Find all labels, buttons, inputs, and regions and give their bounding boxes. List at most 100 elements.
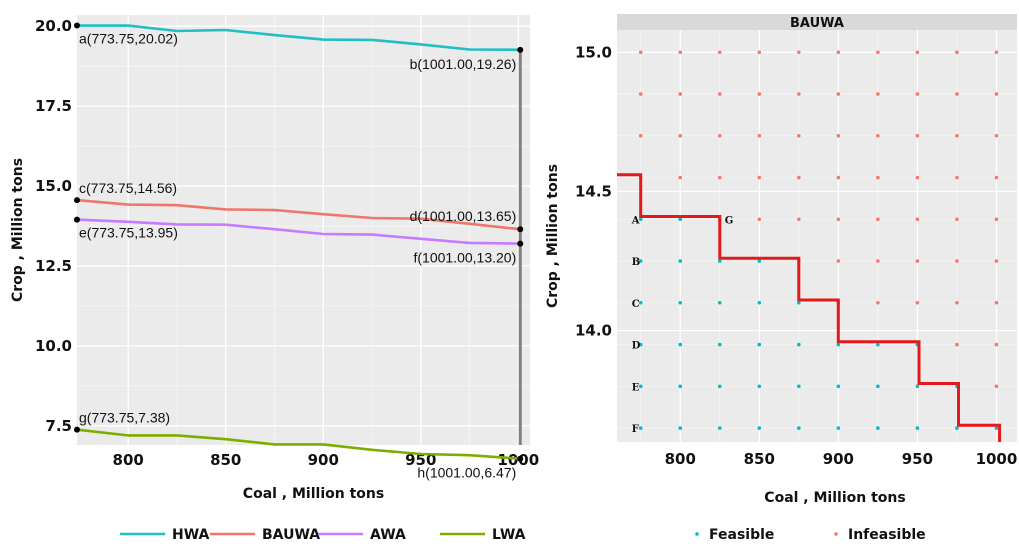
feasible-point: [915, 384, 920, 389]
feasible-point: [678, 342, 683, 347]
feasible-point: [638, 342, 643, 347]
legend-key: [834, 532, 838, 536]
infeasible-point: [876, 175, 880, 180]
infeasible-point: [955, 259, 959, 263]
x-tick-label: 850: [210, 451, 241, 469]
infeasible-point: [678, 133, 683, 138]
legend-label: BAUWA: [262, 527, 320, 543]
infeasible-point: [797, 50, 801, 55]
y-axis-title: Crop , Million tons: [545, 164, 561, 308]
infeasible-point: [915, 217, 920, 222]
infeasible-point: [994, 384, 999, 389]
annotation-point: [74, 197, 80, 204]
feasible-point: [717, 342, 722, 347]
infeasible-point: [915, 92, 920, 96]
infeasible-point: [836, 175, 841, 180]
infeasible-point: [797, 217, 801, 222]
infeasible-point: [955, 92, 959, 96]
y-tick-label: 15.0: [575, 43, 612, 61]
feasible-point: [678, 217, 683, 222]
infeasible-point: [757, 133, 762, 138]
point-label-d: D: [632, 341, 641, 352]
x-tick-label: 800: [665, 450, 696, 468]
infeasible-point: [915, 259, 920, 263]
infeasible-point: [678, 92, 683, 96]
plot-panel: [617, 30, 1017, 442]
x-axis-title: Coal , Million tons: [764, 490, 905, 506]
y-tick-label: 14.5: [575, 182, 612, 200]
y-tick-label: 7.5: [45, 417, 72, 435]
infeasible-point: [955, 342, 959, 347]
infeasible-point: [757, 175, 762, 180]
infeasible-point: [717, 92, 722, 96]
infeasible-point: [876, 133, 880, 138]
infeasible-point: [638, 50, 643, 55]
right-scatter-chart: BAUWA 14.0 14.5 15.0 800 850 900 950 1000 A G B C D E F…: [545, 14, 1017, 543]
y-tick-label: 14.0: [575, 322, 612, 340]
y-axis-title: Crop , Million tons: [10, 158, 26, 302]
infeasible-point: [915, 301, 920, 305]
facet-strip: [617, 14, 1017, 30]
annotation-label: d(1001.00,13.65): [410, 208, 517, 224]
x-tick-label: 900: [308, 451, 339, 469]
feasible-point: [994, 426, 999, 430]
feasible-point: [757, 342, 762, 347]
feasible-point: [757, 426, 762, 430]
infeasible-point: [717, 50, 722, 55]
infeasible-point: [717, 133, 722, 138]
y-tick-label: 15.0: [35, 177, 72, 195]
feasible-point: [955, 426, 959, 430]
feasible-point: [876, 426, 880, 430]
feasible-point: [717, 384, 722, 389]
x-tick-label: 1000: [976, 450, 1018, 468]
feasible-point: [717, 301, 722, 305]
infeasible-point: [836, 50, 841, 55]
annotation-label: h(1001.00,6.47): [417, 465, 516, 481]
point-label-e: E: [632, 382, 640, 393]
legend-label: HWA: [172, 527, 210, 543]
y-tick-label: 12.5: [35, 257, 72, 275]
feasible-point: [797, 342, 801, 347]
x-tick-label: 800: [113, 451, 144, 469]
legend-label: Feasible: [709, 527, 774, 543]
infeasible-point: [994, 259, 999, 263]
feasible-point: [678, 426, 683, 430]
infeasible-point: [797, 92, 801, 96]
y-tick-label: 10.0: [35, 337, 72, 355]
infeasible-point: [836, 259, 841, 263]
feasible-point: [638, 384, 643, 389]
feasible-point: [678, 259, 683, 263]
y-tick-label: 20.0: [35, 17, 72, 35]
annotation-point: [517, 455, 524, 462]
left-line-chart: 7.510.012.515.017.520.08008509009501000a…: [10, 15, 539, 543]
point-label-a: A: [631, 215, 640, 226]
infeasible-point: [836, 92, 841, 96]
legend-label: LWA: [492, 527, 526, 543]
feasible-point: [757, 259, 762, 263]
feasible-point: [836, 384, 841, 389]
series-line-bauwa: [76, 198, 521, 231]
infeasible-point: [994, 217, 999, 222]
infeasible-point: [955, 175, 959, 180]
infeasible-point: [994, 175, 999, 180]
infeasible-point: [915, 175, 920, 180]
feasible-point: [797, 384, 801, 389]
annotation-label: b(1001.00,19.26): [410, 56, 517, 72]
point-label-b: B: [632, 257, 640, 268]
infeasible-point: [876, 50, 880, 55]
point-label-f: F: [632, 424, 639, 435]
annotation-point: [517, 46, 524, 53]
annotation-label: g(773.75,7.38): [79, 410, 170, 426]
annotation-point: [74, 426, 80, 433]
series-line-lwa: [76, 428, 521, 460]
x-tick-label: 950: [405, 451, 436, 469]
annotation-label: f(1001.00,13.20): [413, 250, 516, 266]
infeasible-point: [638, 92, 643, 96]
infeasible-point: [757, 92, 762, 96]
feasible-point: [915, 426, 920, 430]
infeasible-point: [876, 301, 880, 305]
feasible-point: [757, 301, 762, 305]
feasible-point: [717, 259, 722, 263]
infeasible-point: [994, 92, 999, 96]
